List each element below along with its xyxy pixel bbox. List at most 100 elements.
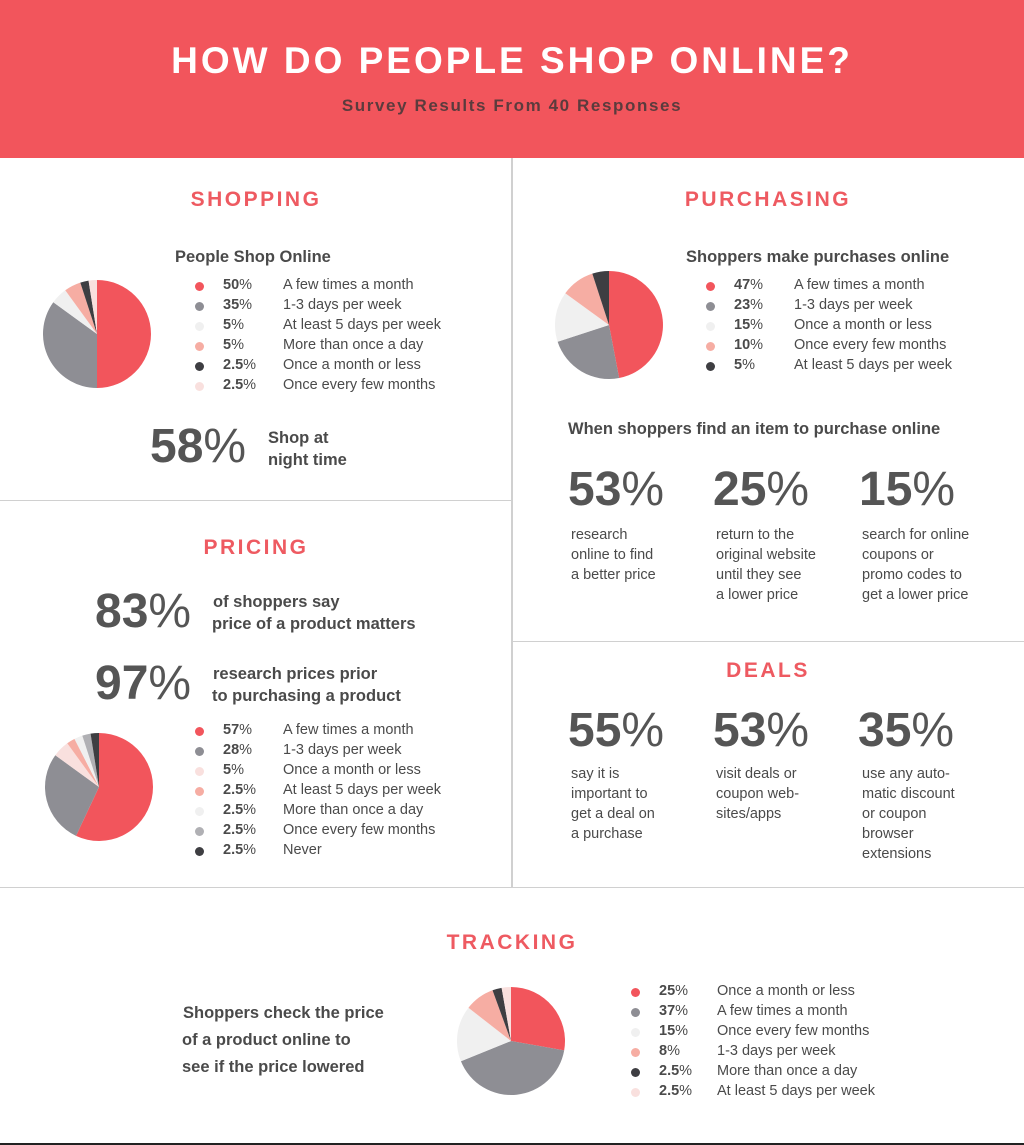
legend-percent: 5%: [223, 337, 244, 353]
shopping-heading: People Shop Online: [175, 248, 331, 266]
legend-swatch: [195, 382, 204, 391]
shopping-pie-chart: [43, 280, 151, 388]
legend-label: A few times a month: [283, 277, 414, 293]
divider-vertical: [511, 158, 513, 888]
legend-label: At least 5 days per week: [794, 357, 952, 373]
pricing-stat2-line2: to purchasing a product: [212, 687, 401, 705]
legend-percent: 2.5%: [223, 357, 257, 373]
pie-slice-4: [492, 987, 511, 1041]
legend-percent: 5%: [223, 317, 244, 333]
legend-label: More than once a day: [283, 802, 424, 818]
night-stat-value: 58%: [150, 420, 247, 473]
purchasing-legend: 47% A few times a month 23% 1-3 days per we…: [706, 277, 1006, 377]
page-title: HOW DO PEOPLE SHOP ONLINE?: [171, 40, 853, 81]
legend-item: 23% 1-3 days per week: [706, 297, 1006, 317]
pricing-stat2-value: 97%: [95, 657, 192, 710]
bottom-border: [0, 1143, 1024, 1145]
tracking-pie-chart: [457, 987, 566, 1096]
legend-swatch: [706, 282, 715, 291]
section-title-deals: DEALS: [726, 659, 810, 682]
pricing-pie-chart: [45, 733, 154, 841]
desc-line: research: [571, 527, 628, 543]
legend-percent: 47%: [734, 277, 764, 293]
deals-stat-important-text: say it is important to get a deal on a p…: [571, 764, 655, 844]
legend-percent: 5%: [223, 762, 244, 778]
desc-line: a lower price: [716, 587, 799, 603]
legend-percent: 5%: [734, 357, 755, 373]
pie-slice-4: [74, 735, 99, 787]
legend-item: 2.5% Once a month or less: [195, 357, 495, 377]
legend-swatch: [195, 827, 204, 836]
tracking-text-line1: Shoppers check the price: [183, 1004, 384, 1022]
legend-item: 50% A few times a month: [195, 277, 495, 297]
legend-swatch: [631, 1008, 640, 1017]
legend-label: Once every few months: [283, 377, 436, 393]
pricing-stat1-line1: of shoppers say: [213, 593, 340, 611]
night-stat-text-line1: Shop at: [268, 429, 329, 447]
legend-percent: 2.5%: [223, 377, 257, 393]
header-banner: [0, 0, 1024, 158]
legend-label: 1-3 days per week: [717, 1043, 836, 1059]
deals-stat-extensions-text: use any auto- matic discount or coupon b…: [862, 764, 955, 864]
pie-slice-4: [592, 271, 609, 325]
legend-item: 2.5% Once every few months: [195, 377, 495, 397]
purchasing-heading: Shoppers make purchases online: [686, 248, 950, 266]
pie-slice-0: [609, 271, 663, 379]
pie-slice-5: [501, 987, 511, 1041]
tracking-legend: 25% Once a month or less 37% A few times a …: [631, 983, 931, 1105]
divider-tracking: [0, 887, 1024, 888]
purchase-stat-research-text: research online to find a better price: [571, 525, 656, 585]
desc-line: coupon web-: [716, 786, 800, 802]
legend-label: Never: [283, 842, 322, 858]
legend-percent: 2.5%: [223, 822, 257, 838]
pie-slice-0: [511, 987, 566, 1051]
pie-slice-1: [460, 1041, 565, 1096]
legend-percent: 10%: [734, 337, 764, 353]
deals-stat-visit-value: 53%: [713, 704, 810, 757]
desc-line: a better price: [571, 567, 656, 583]
legend-item: 15% Once a month or less: [706, 317, 1006, 337]
pie-slice-2: [53, 290, 97, 334]
legend-label: At least 5 days per week: [283, 317, 441, 333]
deals-stat-visit-text: visit deals or coupon web- sites/apps: [716, 764, 799, 824]
legend-percent: 35%: [223, 297, 253, 313]
legend-percent: 2.5%: [659, 1083, 693, 1099]
purchasing-pie-chart: [555, 271, 663, 379]
purchase-stat-coupons-text: search for online coupons or promo codes…: [862, 525, 969, 605]
legend-swatch: [706, 302, 715, 311]
pie-slice-1: [43, 302, 97, 388]
legend-swatch: [631, 1068, 640, 1077]
legend-item: 2.5% Once every few months: [195, 822, 495, 842]
legend-percent: 2.5%: [223, 802, 257, 818]
desc-line: use any auto-: [862, 766, 950, 782]
tracking-text-line3: see if the price lowered: [182, 1058, 365, 1076]
legend-item: 28% 1-3 days per week: [195, 742, 495, 762]
legend-swatch: [195, 302, 204, 311]
legend-label: A few times a month: [283, 722, 414, 738]
legend-label: 1-3 days per week: [283, 297, 402, 313]
pie-slice-4: [80, 280, 97, 334]
legend-label: Once every few months: [283, 822, 436, 838]
legend-item: 25% Once a month or less: [631, 983, 931, 1003]
pie-slice-1: [557, 325, 620, 379]
tracking-text-line2: of a product online to: [182, 1031, 351, 1049]
pie-slice-3: [65, 282, 97, 334]
legend-label: More than once a day: [283, 337, 424, 353]
desc-line: get a lower price: [862, 587, 969, 603]
legend-item: 37% A few times a month: [631, 1003, 931, 1023]
legend-swatch: [706, 342, 715, 351]
desc-line: matic discount: [862, 786, 955, 802]
legend-swatch: [631, 1088, 640, 1097]
legend-label: 1-3 days per week: [794, 297, 913, 313]
desc-line: sites/apps: [716, 806, 782, 822]
legend-label: Once a month or less: [283, 357, 421, 373]
legend-label: 1-3 days per week: [283, 742, 402, 758]
desc-line: coupons or: [862, 547, 934, 563]
desc-line: until they see: [716, 567, 802, 583]
shopping-legend: 50% A few times a month 35% 1-3 days per we…: [195, 277, 495, 397]
legend-item: 2.5% At least 5 days per week: [631, 1083, 931, 1103]
purchase-stat-research-value: 53%: [568, 463, 665, 516]
legend-percent: 2.5%: [223, 782, 257, 798]
purchase-stat-coupons-value: 15%: [859, 463, 956, 516]
legend-percent: 23%: [734, 297, 764, 313]
